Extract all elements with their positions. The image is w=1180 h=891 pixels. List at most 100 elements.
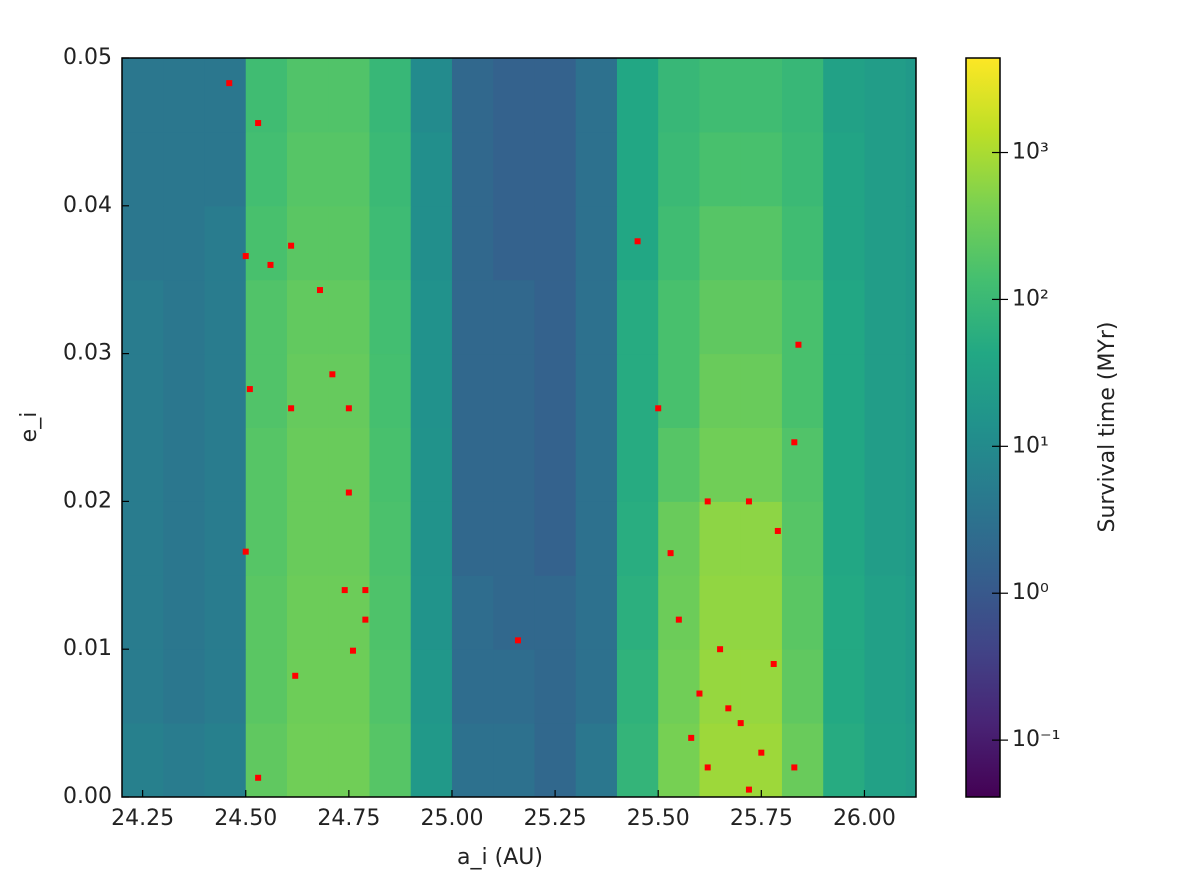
highlight-cell — [791, 439, 798, 446]
colorbar-tick-label: 10³ — [1012, 140, 1049, 165]
heatmap-cell — [163, 353, 205, 428]
heatmap-cell — [740, 649, 783, 724]
heatmap-cell — [658, 58, 700, 133]
y-tick-label: 0.05 — [63, 45, 112, 70]
heatmap-cell — [699, 501, 742, 576]
heatmap-cell — [534, 58, 577, 133]
highlight-cell — [316, 287, 323, 294]
heatmap-cell — [122, 205, 164, 281]
heatmap-cell — [699, 205, 742, 281]
highlight-cell — [745, 498, 752, 505]
heatmap-cell — [781, 723, 824, 798]
highlight-cell — [255, 120, 262, 127]
heatmap-cell — [410, 575, 453, 650]
heatmap-cell — [286, 723, 329, 798]
heatmap-cell — [410, 649, 453, 724]
heatmap-cell — [163, 501, 205, 576]
heatmap-cell — [410, 131, 453, 207]
highlight-cell — [791, 764, 798, 771]
heatmap-cell — [493, 353, 535, 428]
heatmap-cell — [410, 501, 453, 576]
heatmap-cell — [451, 58, 494, 133]
x-axis-title: a_i (AU) — [457, 845, 543, 870]
heatmap-cell — [658, 427, 700, 502]
heatmap-cell — [493, 649, 535, 724]
heatmap-cell — [740, 131, 783, 207]
heatmap-cell — [658, 501, 700, 576]
heatmap-cell — [864, 205, 907, 281]
heatmap-cell — [864, 649, 907, 724]
heatmap-cell — [286, 131, 329, 207]
heatmap-cell — [328, 427, 370, 502]
heatmap-cell — [451, 131, 494, 207]
heatmap — [122, 58, 917, 798]
heatmap-cell — [781, 427, 824, 502]
highlight-cell — [795, 341, 802, 348]
heatmap-cell — [740, 58, 783, 133]
heatmap-cell — [369, 353, 412, 428]
heatmap-cell — [781, 279, 824, 355]
heatmap-cell — [451, 649, 494, 724]
heatmap-cell — [286, 58, 329, 133]
highlight-cell — [704, 764, 711, 771]
heatmap-cell — [740, 353, 783, 428]
highlight-cell — [745, 786, 752, 793]
colorbar-tick-label: 10⁰ — [1012, 580, 1049, 605]
heatmap-cell — [451, 575, 494, 650]
colorbar-tick-label: 10⁻¹ — [1012, 727, 1060, 752]
heatmap-cell — [658, 649, 700, 724]
heatmap-cell — [534, 723, 577, 798]
heatmap-cell — [575, 353, 618, 428]
heatmap-cell — [823, 575, 865, 650]
heatmap-cell — [823, 353, 865, 428]
y-tick-label: 0.00 — [63, 784, 112, 809]
heatmap-cell — [286, 649, 329, 724]
heatmap-cell — [905, 575, 917, 650]
highlight-cell — [717, 646, 724, 653]
highlight-cell — [675, 616, 682, 623]
heatmap-cell — [493, 58, 535, 133]
heatmap-cell — [781, 575, 824, 650]
x-tick-label: 24.25 — [111, 806, 174, 831]
heatmap-cell — [781, 131, 824, 207]
heatmap-cell — [616, 649, 659, 724]
y-tick-label: 0.03 — [63, 341, 112, 366]
heatmap-cell — [122, 353, 164, 428]
heatmap-cell — [286, 353, 329, 428]
heatmap-cell — [410, 427, 453, 502]
highlight-cell — [362, 616, 369, 623]
heatmap-cell — [493, 131, 535, 207]
x-tick-label: 26.00 — [833, 806, 896, 831]
heatmap-cell — [369, 427, 412, 502]
heatmap-cell — [163, 723, 205, 798]
heatmap-cell — [163, 58, 205, 133]
heatmap-cell — [534, 353, 577, 428]
heatmap-cell — [245, 501, 288, 576]
heatmap-cell — [658, 131, 700, 207]
heatmap-cell — [204, 649, 247, 724]
highlight-cell — [634, 238, 641, 245]
colorbar-title: Survival time (MYr) — [1095, 321, 1120, 532]
heatmap-cell — [781, 58, 824, 133]
heatmap-cell — [410, 205, 453, 281]
heatmap-cell — [369, 649, 412, 724]
heatmap-cell — [658, 575, 700, 650]
heatmap-cell — [328, 131, 370, 207]
heatmap-cell — [369, 58, 412, 133]
heatmap-cell — [616, 427, 659, 502]
heatmap-cell — [575, 58, 618, 133]
heatmap-cell — [163, 649, 205, 724]
highlight-cell — [667, 550, 674, 557]
heatmap-cell — [328, 205, 370, 281]
heatmap-cell — [823, 58, 865, 133]
heatmap-cell — [534, 205, 577, 281]
heatmap-cell — [575, 131, 618, 207]
heatmap-cell — [616, 353, 659, 428]
heatmap-cell — [699, 723, 742, 798]
heatmap-cell — [328, 58, 370, 133]
heatmap-cell — [410, 723, 453, 798]
highlight-cell — [255, 774, 262, 781]
heatmap-cell — [905, 131, 917, 207]
heatmap-cell — [864, 131, 907, 207]
